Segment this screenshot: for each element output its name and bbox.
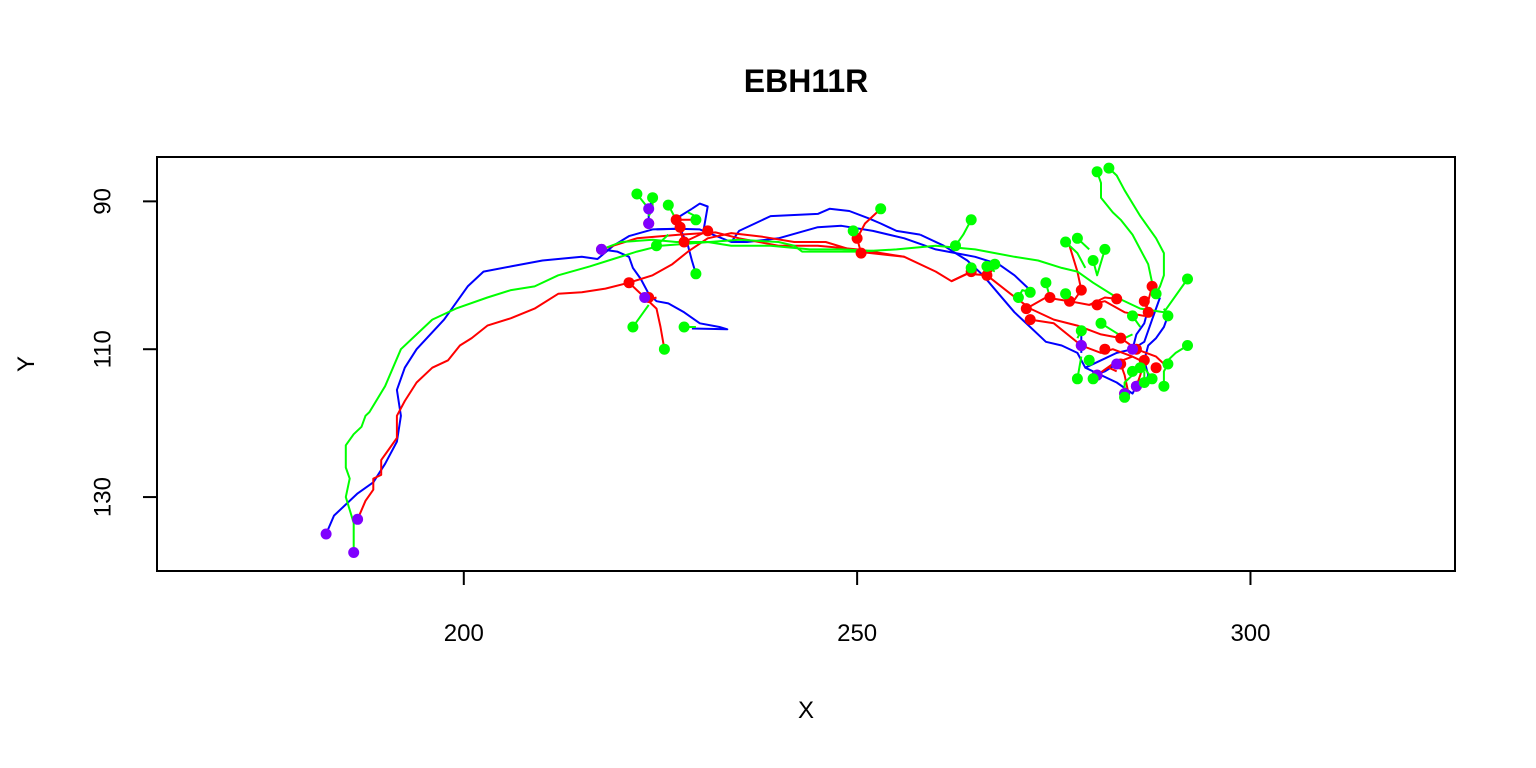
data-point-3-37 [1146,373,1158,385]
data-point-3-4 [690,268,702,280]
data-point-3-2 [662,199,674,211]
data-point-1-13 [1024,314,1036,326]
trajectory-line-1-0 [356,232,1000,520]
data-point-3-30 [1095,317,1107,329]
data-point-1-12 [1020,303,1032,315]
data-point-1-1 [623,277,635,289]
data-point-3-18 [1040,277,1052,289]
data-point-3-20 [1060,236,1072,248]
data-point-3-19 [1060,288,1072,300]
data-point-3-17 [1024,286,1036,298]
trajectory-line-0-1 [730,207,921,243]
data-point-1-31 [1115,332,1127,344]
data-point-3-12 [950,240,961,252]
data-point-3-31 [1075,325,1087,337]
y-tick-label-2: 130 [90,477,117,517]
data-point-2-5 [1111,358,1123,370]
data-point-0-2 [348,547,360,558]
data-point-3-8 [658,343,670,355]
data-point-3-32 [1083,354,1095,366]
data-point-1-19 [1111,293,1123,305]
x-tick-label-1: 250 [837,620,877,647]
data-point-1-27 [1150,362,1162,374]
data-point-3-15 [989,258,1001,270]
data-point-0-0 [320,528,332,540]
data-point-3-9 [847,225,859,237]
trajectory-line-2-1 [601,238,873,252]
data-point-3-1 [647,192,659,204]
data-point-3-22 [1087,255,1099,266]
trajectory-line-0-7 [691,202,709,230]
data-point-1-18 [1099,343,1111,355]
data-point-3-5 [627,321,639,333]
data-point-3-13 [965,262,977,274]
data-point-3-39 [1162,358,1174,370]
trajectory-line-0-12 [1143,315,1169,361]
data-point-3-33 [1071,373,1083,385]
data-point-3-7 [678,321,690,333]
data-point-2-8 [1075,340,1087,351]
data-point-3-40 [1182,340,1193,351]
data-point-1-4 [674,221,686,233]
data-point-3-35 [1119,391,1131,403]
trajectory-line-1-12 [1068,245,1083,302]
data-point-3-28 [1162,310,1174,322]
data-point-3-0 [631,188,643,200]
x-axis: 200 250 300 [444,570,1270,647]
trajectory-line-2-21 [1108,167,1165,295]
data-point-3-25 [1103,162,1115,174]
data-point-3-42 [1134,362,1146,374]
trajectory-line-2-0 [344,238,1189,553]
trajectory-line-1-6 [856,208,882,239]
y-axis: 90 110 130 [90,188,158,517]
y-tick-label-0: 90 [90,188,117,215]
data-point-2-3 [643,218,655,229]
data-point-2-0 [643,203,655,215]
data-point-3-3 [690,214,702,226]
data-point-3-10 [875,203,887,215]
y-axis-label: Y [13,356,40,372]
data-point-3-38 [1158,380,1170,392]
data-point-1-6 [702,225,714,237]
data-point-1-24 [1138,295,1150,307]
data-point-3-11 [965,214,977,226]
trajectory-line-0-0 [325,224,1031,535]
trajectory-line-0-3 [601,248,729,331]
data-point-3-29 [1127,310,1138,322]
data-point-0-1 [352,513,364,525]
x-tick-label-0: 200 [444,620,484,647]
trajectory-line-1-2 [628,281,666,350]
data-point-1-11 [981,269,993,281]
data-point-3-27 [1182,273,1193,285]
data-point-3-26 [1150,288,1162,300]
data-point-2-2 [639,292,651,303]
data-point-3-16 [1012,292,1024,303]
series-paths [325,167,1189,553]
trajectory-line-1-15 [1108,366,1118,373]
data-point-1-9 [855,247,867,259]
data-point-1-25 [1142,306,1154,318]
data-point-3-23 [1099,243,1111,255]
data-point-1-5 [678,236,690,248]
trajectory-line-2-20 [1096,171,1157,291]
x-tick-label-2: 300 [1230,620,1270,647]
data-point-2-1 [596,243,607,255]
data-point-1-20 [1091,299,1103,311]
chart-title: EBH11R [744,63,869,99]
plot-frame [156,156,1456,572]
data-point-3-24 [1091,166,1103,178]
data-point-3-34 [1087,373,1099,385]
data-point-3-21 [1071,232,1083,244]
series-points [320,162,1193,558]
data-point-3-6 [651,240,662,252]
data-point-1-14 [1044,292,1056,303]
data-point-2-4 [1127,343,1138,355]
x-axis-label: X [798,697,814,724]
data-point-1-16 [1075,284,1087,296]
y-tick-label-1: 110 [90,330,117,368]
